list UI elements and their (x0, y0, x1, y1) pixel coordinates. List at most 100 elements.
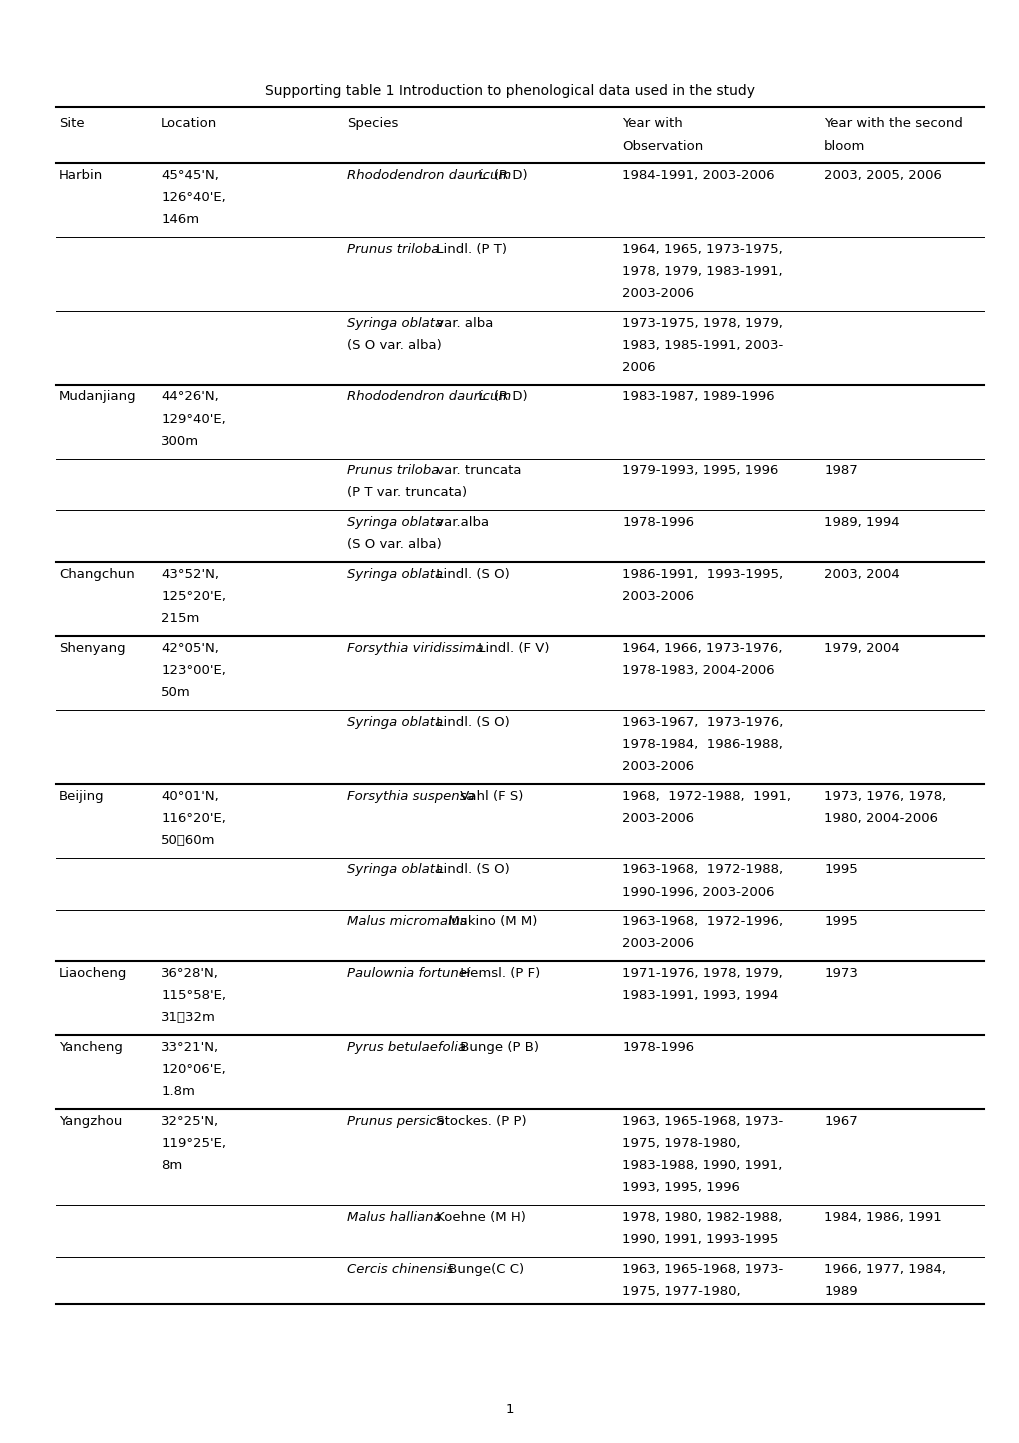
Text: 300m: 300m (161, 434, 199, 447)
Text: 1971-1976, 1978, 1979,: 1971-1976, 1978, 1979, (622, 967, 783, 980)
Text: 120°06'E,: 120°06'E, (161, 1063, 225, 1076)
Text: 1963-1967,  1973-1976,: 1963-1967, 1973-1976, (622, 716, 783, 729)
Text: 1963, 1965-1968, 1973-: 1963, 1965-1968, 1973- (622, 1263, 783, 1276)
Text: 1975, 1978-1980,: 1975, 1978-1980, (622, 1137, 740, 1150)
Text: 1989: 1989 (823, 1284, 857, 1297)
Text: 50～60m: 50～60m (161, 834, 215, 847)
Text: 1995: 1995 (823, 863, 857, 876)
Text: 1984, 1986, 1991: 1984, 1986, 1991 (823, 1211, 941, 1224)
Text: Supporting table 1 Introduction to phenological data used in the study: Supporting table 1 Introduction to pheno… (265, 84, 754, 98)
Text: 1984-1991, 2003-2006: 1984-1991, 2003-2006 (622, 169, 774, 182)
Text: 1978-1996: 1978-1996 (622, 517, 694, 530)
Text: 1978-1984,  1986-1988,: 1978-1984, 1986-1988, (622, 737, 783, 750)
Text: 1.8m: 1.8m (161, 1085, 195, 1098)
Text: Syringa oblata: Syringa oblata (346, 316, 442, 329)
Text: Malus micromalus: Malus micromalus (346, 915, 467, 928)
Text: Rhododendron dauricum: Rhododendron dauricum (346, 169, 511, 182)
Text: Yancheng: Yancheng (59, 1040, 123, 1053)
Text: 31～32m: 31～32m (161, 1012, 216, 1025)
Text: 126°40'E,: 126°40'E, (161, 190, 225, 203)
Text: 32°25'N,: 32°25'N, (161, 1115, 219, 1128)
Text: 1983-1988, 1990, 1991,: 1983-1988, 1990, 1991, (622, 1159, 782, 1172)
Text: 1980, 2004-2006: 1980, 2004-2006 (823, 812, 937, 825)
Text: 8m: 8m (161, 1159, 182, 1172)
Text: Koehne (M H): Koehne (M H) (431, 1211, 525, 1224)
Text: Changchun: Changchun (59, 569, 135, 582)
Text: 129°40'E,: 129°40'E, (161, 413, 225, 426)
Text: L. (R D): L. (R D) (474, 169, 528, 182)
Text: 115°58'E,: 115°58'E, (161, 990, 226, 1003)
Text: Stockes. (P P): Stockes. (P P) (431, 1115, 526, 1128)
Text: 1979-1993, 1995, 1996: 1979-1993, 1995, 1996 (622, 465, 777, 478)
Text: Paulownia fortunei: Paulownia fortunei (346, 967, 470, 980)
Text: Species: Species (346, 117, 397, 130)
Text: 42°05'N,: 42°05'N, (161, 642, 219, 655)
Text: 146m: 146m (161, 214, 199, 227)
Text: 1995: 1995 (823, 915, 857, 928)
Text: 1964, 1965, 1973-1975,: 1964, 1965, 1973-1975, (622, 242, 783, 255)
Text: Vahl (F S): Vahl (F S) (455, 789, 523, 802)
Text: 50m: 50m (161, 685, 191, 698)
Text: Prunus triloba: Prunus triloba (346, 465, 439, 478)
Text: Site: Site (59, 117, 85, 130)
Text: 1967: 1967 (823, 1115, 857, 1128)
Text: 119°25'E,: 119°25'E, (161, 1137, 226, 1150)
Text: (S O var. alba): (S O var. alba) (346, 339, 441, 352)
Text: Syringa oblata: Syringa oblata (346, 517, 442, 530)
Text: Lindl. (S O): Lindl. (S O) (431, 716, 510, 729)
Text: Shenyang: Shenyang (59, 642, 125, 655)
Text: var. alba: var. alba (431, 316, 492, 329)
Text: Lindl. (S O): Lindl. (S O) (431, 863, 510, 876)
Text: (S O var. alba): (S O var. alba) (346, 538, 441, 551)
Text: 125°20'E,: 125°20'E, (161, 590, 226, 603)
Text: Cercis chinensis: Cercis chinensis (346, 1263, 452, 1276)
Text: 45°45'N,: 45°45'N, (161, 169, 219, 182)
Text: var. truncata: var. truncata (431, 465, 521, 478)
Text: 2003-2006: 2003-2006 (622, 760, 694, 773)
Text: 1975, 1977-1980,: 1975, 1977-1980, (622, 1284, 740, 1297)
Text: 1978-1983, 2004-2006: 1978-1983, 2004-2006 (622, 664, 774, 677)
Text: Makino (M M): Makino (M M) (443, 915, 537, 928)
Text: Prunus persica: Prunus persica (346, 1115, 444, 1128)
Text: Lindl. (F V): Lindl. (F V) (474, 642, 549, 655)
Text: Harbin: Harbin (59, 169, 103, 182)
Text: Beijing: Beijing (59, 789, 105, 802)
Text: Syringa oblata: Syringa oblata (346, 863, 442, 876)
Text: Bunge (P B): Bunge (P B) (455, 1040, 538, 1053)
Text: Hemsl. (P F): Hemsl. (P F) (455, 967, 540, 980)
Text: (P T var. truncata): (P T var. truncata) (346, 486, 467, 499)
Text: 1993, 1995, 1996: 1993, 1995, 1996 (622, 1182, 740, 1195)
Text: 36°28'N,: 36°28'N, (161, 967, 219, 980)
Text: 1983-1991, 1993, 1994: 1983-1991, 1993, 1994 (622, 990, 777, 1003)
Text: 1979, 2004: 1979, 2004 (823, 642, 899, 655)
Text: 1990-1996, 2003-2006: 1990-1996, 2003-2006 (622, 886, 774, 899)
Text: 1987: 1987 (823, 465, 857, 478)
Text: 1983-1987, 1989-1996: 1983-1987, 1989-1996 (622, 391, 774, 404)
Text: 2003, 2004: 2003, 2004 (823, 569, 899, 582)
Text: 43°52'N,: 43°52'N, (161, 569, 219, 582)
Text: 2006: 2006 (622, 361, 655, 374)
Text: L. (R D): L. (R D) (474, 391, 528, 404)
Text: Syringa oblata: Syringa oblata (346, 569, 442, 582)
Text: 1973: 1973 (823, 967, 857, 980)
Text: Syringa oblata: Syringa oblata (346, 716, 442, 729)
Text: Mudanjiang: Mudanjiang (59, 391, 137, 404)
Text: 1963-1968,  1972-1996,: 1963-1968, 1972-1996, (622, 915, 783, 928)
Text: Pyrus betulaefolia: Pyrus betulaefolia (346, 1040, 466, 1053)
Text: 1963-1968,  1972-1988,: 1963-1968, 1972-1988, (622, 863, 783, 876)
Text: 1: 1 (505, 1403, 514, 1416)
Text: 1966, 1977, 1984,: 1966, 1977, 1984, (823, 1263, 946, 1276)
Text: 116°20'E,: 116°20'E, (161, 812, 226, 825)
Text: Bunge(C C): Bunge(C C) (443, 1263, 524, 1276)
Text: Rhododendron dauricum: Rhododendron dauricum (346, 391, 511, 404)
Text: 123°00'E,: 123°00'E, (161, 664, 226, 677)
Text: var.alba: var.alba (431, 517, 488, 530)
Text: 1989, 1994: 1989, 1994 (823, 517, 899, 530)
Text: Year with the second: Year with the second (823, 117, 962, 130)
Text: 1964, 1966, 1973-1976,: 1964, 1966, 1973-1976, (622, 642, 782, 655)
Text: Malus halliana: Malus halliana (346, 1211, 441, 1224)
Text: 2003, 2005, 2006: 2003, 2005, 2006 (823, 169, 942, 182)
Text: 1978, 1980, 1982-1988,: 1978, 1980, 1982-1988, (622, 1211, 782, 1224)
Text: Lindl. (P T): Lindl. (P T) (431, 242, 506, 255)
Text: 2003-2006: 2003-2006 (622, 938, 694, 951)
